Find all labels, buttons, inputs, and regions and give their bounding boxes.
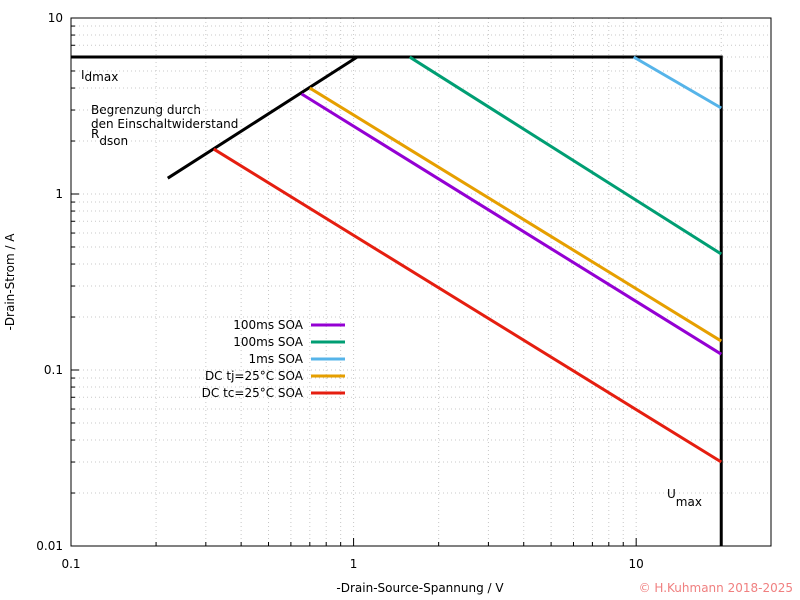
legend-label: 100ms SOA bbox=[233, 318, 304, 332]
y-tick-label: 10 bbox=[48, 11, 63, 25]
series-line bbox=[300, 92, 723, 356]
annotation-sub: max bbox=[676, 495, 702, 509]
annotation: Umax bbox=[667, 487, 702, 509]
legend-label: 1ms SOA bbox=[249, 352, 304, 366]
x-tick-label: 0.1 bbox=[61, 557, 80, 571]
x-tick-label: 1 bbox=[350, 557, 358, 571]
x-tick-label: 10 bbox=[629, 557, 644, 571]
annotation: Idmax bbox=[81, 68, 118, 84]
annotation: Rdson bbox=[91, 127, 128, 148]
x-axis-label: -Drain-Source-Spannung / V bbox=[336, 581, 504, 595]
annotation-base: R bbox=[91, 127, 99, 141]
series-line bbox=[309, 86, 723, 343]
legend-label: DC tj=25°C SOA bbox=[205, 369, 304, 383]
legend-label: DC tc=25°C SOA bbox=[202, 386, 304, 400]
y-axis-label: -Drain-Strom / A bbox=[3, 233, 17, 331]
legend-label: 100ms SOA bbox=[233, 335, 304, 349]
y-tick-label: 0.01 bbox=[36, 539, 63, 553]
copyright: © H.Kuhmann 2018-2025 bbox=[639, 581, 793, 595]
annotation-base: I bbox=[81, 68, 85, 82]
plot-frame bbox=[70, 17, 772, 547]
annotation: den Einschaltwiderstand bbox=[91, 117, 238, 131]
annotation-base: U bbox=[667, 487, 676, 501]
y-tick-label: 0.1 bbox=[44, 363, 63, 377]
series-line bbox=[632, 55, 722, 110]
y-tick-label: 1 bbox=[55, 187, 63, 201]
soa-boundary bbox=[166, 55, 723, 546]
series-line bbox=[212, 147, 723, 464]
annotation: Begrenzung durch bbox=[91, 103, 201, 117]
annotation-sub: dmax bbox=[85, 70, 119, 84]
annotation-sub: dson bbox=[99, 134, 128, 148]
series-line bbox=[408, 55, 723, 256]
